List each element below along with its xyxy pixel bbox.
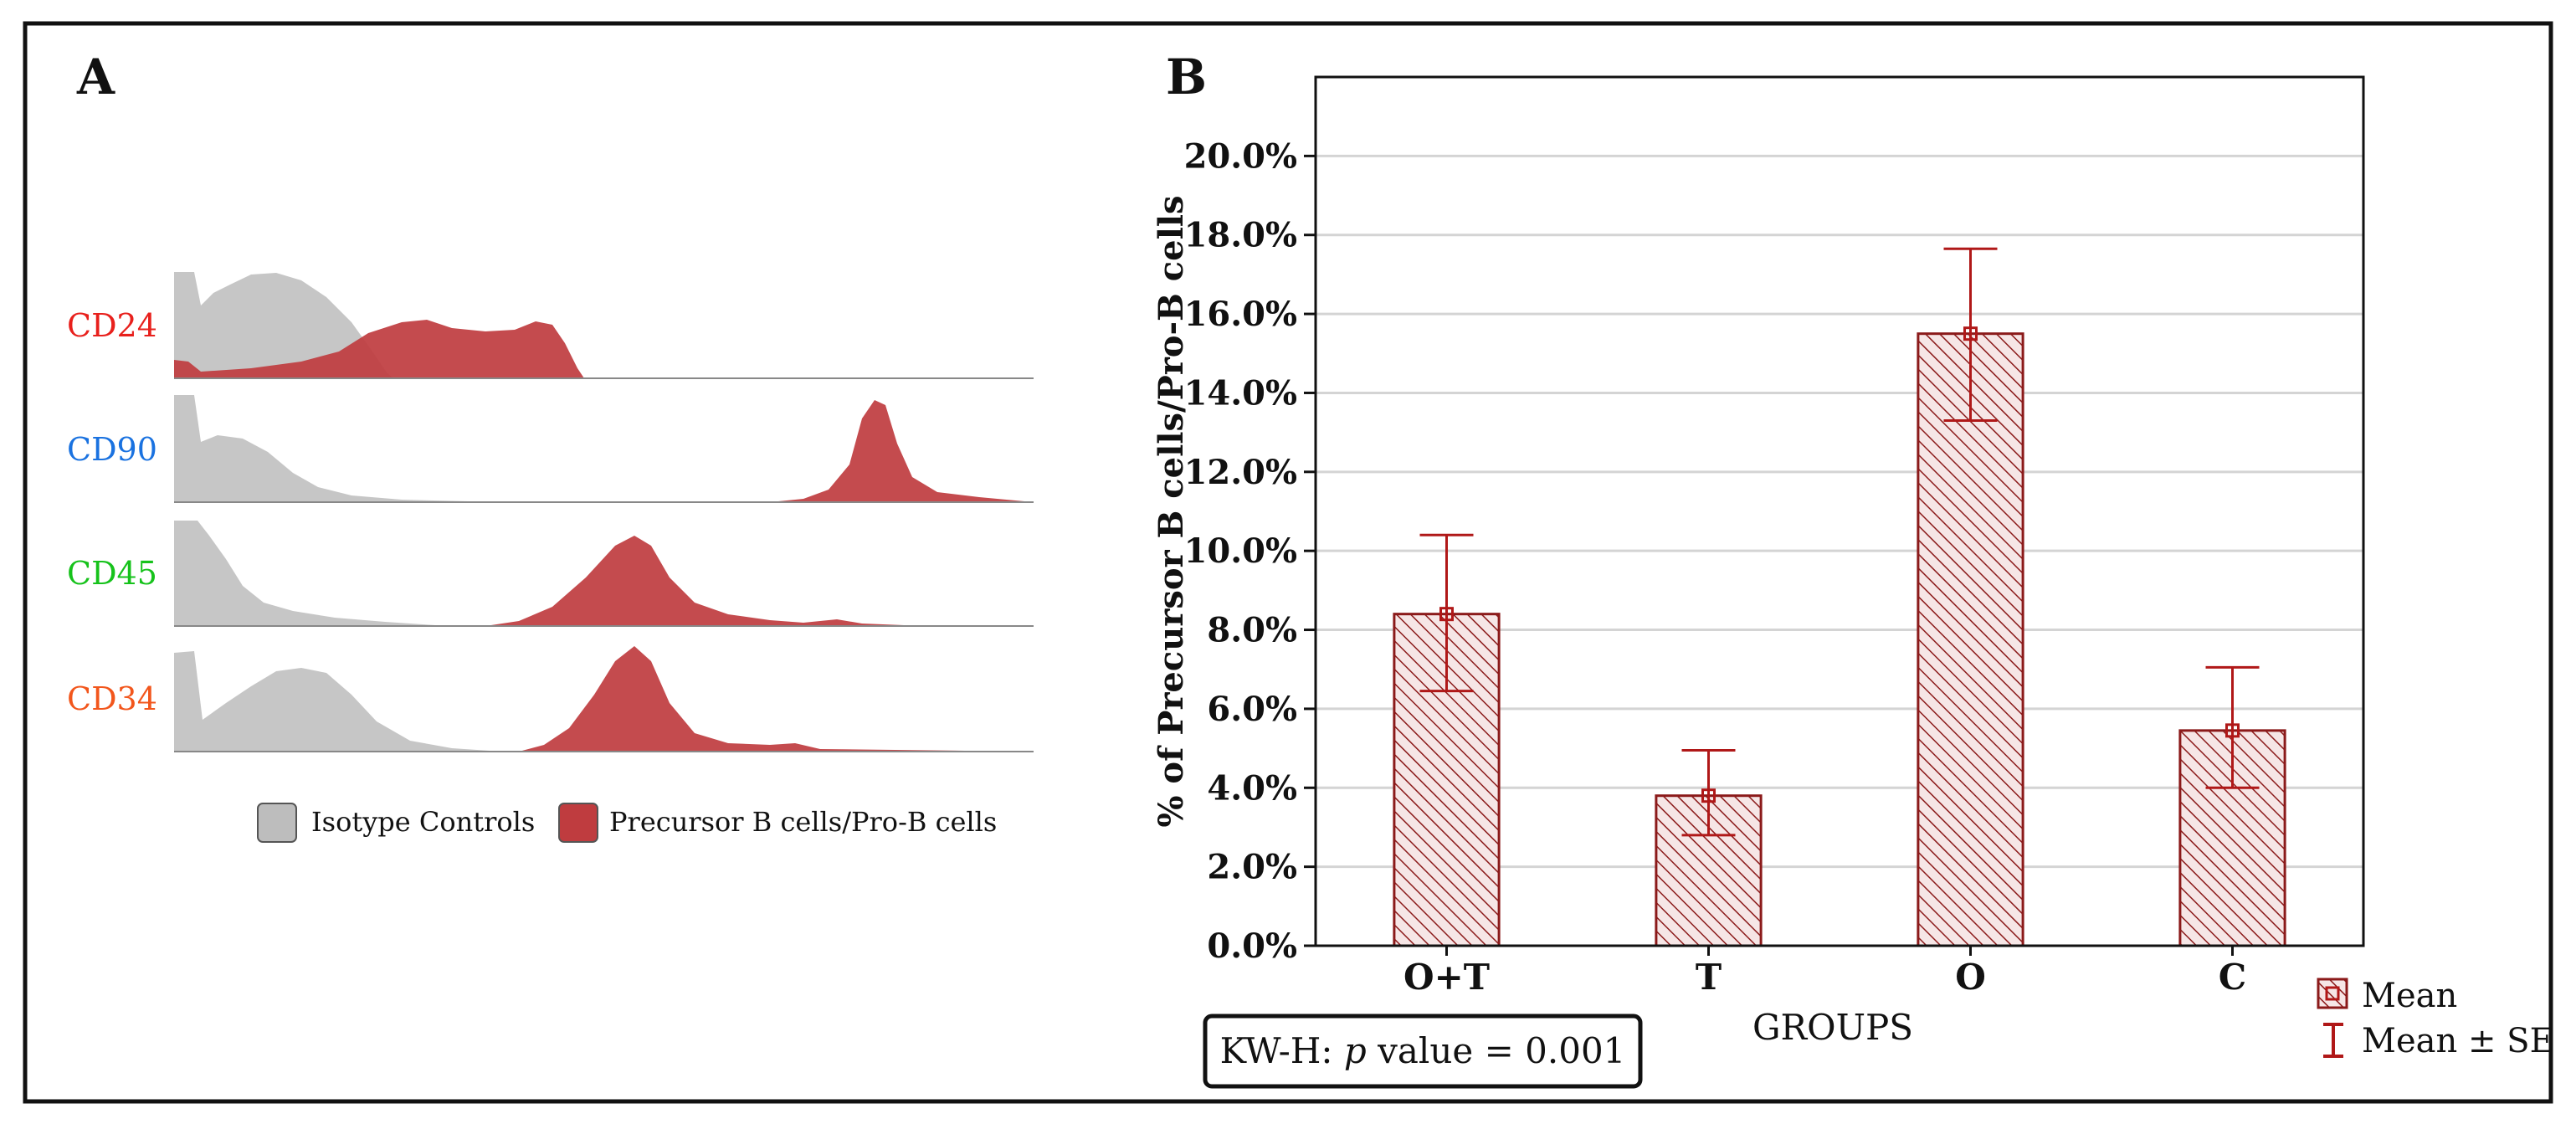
precursor-legend-label: Precursor B cells/Pro-B cells xyxy=(609,806,997,838)
panel-a: A CD24 CD90 CD45 CD34 Isotype xyxy=(67,49,1034,843)
cd34-label: CD34 xyxy=(67,680,157,717)
mean-marker-O+T xyxy=(1439,607,1454,622)
precursor-legend-swatch xyxy=(558,803,598,843)
y-tick-label: 8.0% xyxy=(1207,611,1297,650)
cd34-isotype-histogram xyxy=(174,651,502,752)
plot-area-frame xyxy=(1314,75,2365,947)
pvalue-prefix: KW-H: xyxy=(1220,1030,1344,1071)
mean-legend-marker xyxy=(2325,986,2340,1001)
cd45-isotype-histogram xyxy=(174,521,469,626)
pvalue-annotation: KW-H: p value = 0.001 xyxy=(1203,1014,1643,1089)
cd90-label: CD90 xyxy=(67,431,157,468)
y-tick-label: 0.0% xyxy=(1207,926,1297,966)
bar-C xyxy=(2178,729,2286,947)
y-tick-label: 18.0% xyxy=(1184,216,1297,255)
mean-marker-O xyxy=(1963,326,1978,341)
y-tick-label: 16.0% xyxy=(1184,295,1297,334)
x-tick-label-O: O xyxy=(1955,957,1986,998)
y-axis-label: % of Precursor B cells/Pro-B cells xyxy=(1152,196,1191,828)
cd90-isotype-histogram xyxy=(174,395,502,502)
histogram-row-cd34: CD34 xyxy=(67,646,1034,752)
y-axis-ticks: 0.0% 2.0% 4.0% 6.0% 8.0% 10.0% 12.0% 14.0% 16.0%… xyxy=(1184,136,1316,966)
y-tick-label: 2.0% xyxy=(1207,848,1297,887)
y-tick-label: 10.0% xyxy=(1184,531,1297,571)
pvalue-p: p xyxy=(1344,1030,1367,1071)
panel-a-legend: Isotype Controls Precursor B cells/Pro-B… xyxy=(257,803,997,843)
pvalue-suffix: value = 0.001 xyxy=(1367,1030,1626,1071)
x-axis-label: GROUPS xyxy=(1752,1007,1913,1048)
figure-frame xyxy=(23,21,2553,1104)
y-tick-label: 12.0% xyxy=(1184,453,1297,492)
panel-b: B 0.0% 2.0% 4.0% 6.0% 8.0% 10.0% 12.0% 14.0% 16.… xyxy=(1152,49,2554,1089)
x-axis-ticks: O+T T O C xyxy=(1403,946,2246,998)
panel-b-letter: B xyxy=(1166,49,1207,105)
se-legend-label: Mean ± SE xyxy=(2362,1022,2554,1060)
panel-a-letter: A xyxy=(76,49,115,105)
y-tick-label: 14.0% xyxy=(1184,373,1297,413)
histogram-row-cd90: CD90 xyxy=(67,395,1034,503)
y-tick-label: 6.0% xyxy=(1207,690,1297,729)
bars xyxy=(1393,332,2286,947)
x-tick-label-T: T xyxy=(1696,957,1722,998)
y-tick-label: 4.0% xyxy=(1207,768,1297,808)
y-tick-label: 20.0% xyxy=(1184,136,1297,176)
cd24-precursor-histogram xyxy=(174,320,584,378)
cd45-precursor-histogram xyxy=(485,536,1034,626)
cd24-label: CD24 xyxy=(67,307,157,344)
bar-T xyxy=(1655,794,1763,947)
mean-marker-C xyxy=(2225,723,2240,738)
x-tick-label-O+T: O+T xyxy=(1403,957,1490,998)
isotype-legend-label: Isotype Controls xyxy=(311,806,535,838)
pvalue-text: KW-H: p value = 0.001 xyxy=(1220,1030,1626,1071)
histogram-row-cd45: CD45 xyxy=(67,521,1034,627)
cd45-label: CD45 xyxy=(67,555,157,592)
pvalue-box xyxy=(1203,1014,1643,1089)
error-bars xyxy=(1419,247,2260,837)
panel-b-legend: Mean Mean ± SE xyxy=(2317,977,2554,1060)
bar-O xyxy=(1917,332,2024,947)
mean-legend-swatch xyxy=(2317,978,2348,1009)
cd90-precursor-histogram xyxy=(770,400,1034,502)
x-tick-label-C: C xyxy=(2219,957,2246,998)
mean-legend-label: Mean xyxy=(2362,977,2457,1015)
isotype-legend-swatch xyxy=(257,803,297,843)
se-legend-icon xyxy=(2323,1023,2343,1058)
cd34-precursor-histogram xyxy=(519,646,1034,752)
mean-marker-T xyxy=(1701,788,1716,803)
histogram-row-cd24: CD24 xyxy=(67,272,1034,379)
